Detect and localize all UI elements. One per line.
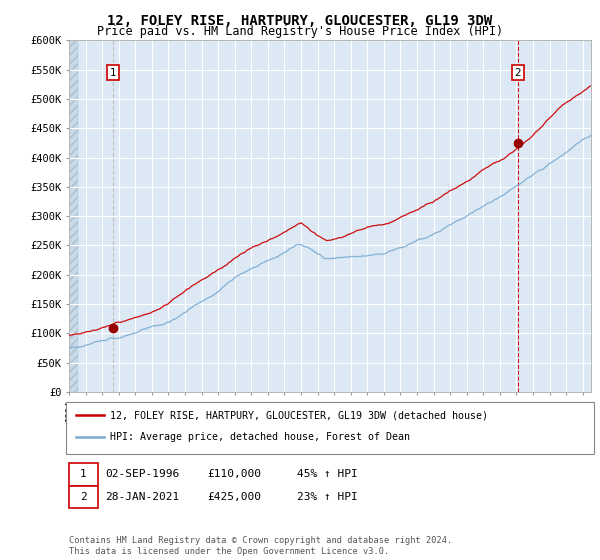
Text: Price paid vs. HM Land Registry's House Price Index (HPI): Price paid vs. HM Land Registry's House …: [97, 25, 503, 38]
Text: 12, FOLEY RISE, HARTPURY, GLOUCESTER, GL19 3DW (detached house): 12, FOLEY RISE, HARTPURY, GLOUCESTER, GL…: [110, 410, 488, 420]
Text: 2: 2: [514, 68, 521, 77]
Text: £425,000: £425,000: [207, 492, 261, 502]
Text: 45% ↑ HPI: 45% ↑ HPI: [297, 469, 358, 479]
Text: 12, FOLEY RISE, HARTPURY, GLOUCESTER, GL19 3DW: 12, FOLEY RISE, HARTPURY, GLOUCESTER, GL…: [107, 14, 493, 28]
Text: £110,000: £110,000: [207, 469, 261, 479]
Text: 28-JAN-2021: 28-JAN-2021: [105, 492, 179, 502]
Text: 2: 2: [80, 492, 87, 502]
Text: 02-SEP-1996: 02-SEP-1996: [105, 469, 179, 479]
Text: 23% ↑ HPI: 23% ↑ HPI: [297, 492, 358, 502]
Text: Contains HM Land Registry data © Crown copyright and database right 2024.
This d: Contains HM Land Registry data © Crown c…: [69, 536, 452, 556]
Text: 1: 1: [80, 469, 87, 479]
Text: HPI: Average price, detached house, Forest of Dean: HPI: Average price, detached house, Fore…: [110, 432, 410, 441]
Text: 1: 1: [110, 68, 116, 77]
